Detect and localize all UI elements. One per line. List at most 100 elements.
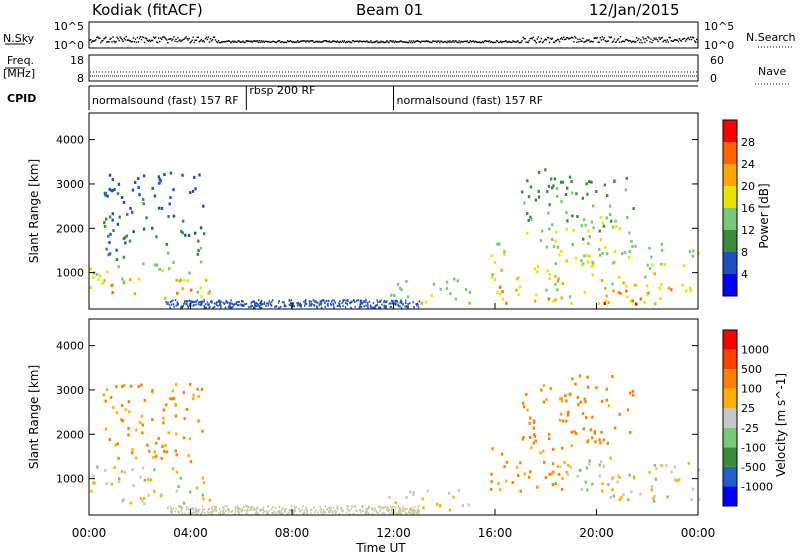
noise-point [610,36,613,38]
noise-point [677,40,680,43]
noise-point [99,37,101,40]
noise-point [506,41,508,43]
noise-point [663,39,665,42]
heat-cell [193,231,197,235]
noise-point [243,41,245,43]
noise-cell [237,509,239,512]
noise-point [141,36,144,38]
noise-cell [411,509,413,512]
noise-cell [413,306,415,309]
heat-cell [113,466,116,470]
noise-point [424,40,427,43]
heat-cell [605,194,609,198]
heat-cell [115,411,119,415]
heat-cell [603,183,607,187]
noise-cell [263,510,266,513]
heat-cell [142,174,146,178]
noise-cell [235,302,238,305]
noise-cell [212,505,214,508]
noise-point [259,41,261,44]
noise-cell [193,511,196,514]
heat-cell [131,188,135,192]
noise-point [188,37,190,40]
heat-cell [626,215,629,219]
heat-cell [628,250,631,254]
noise-point [356,40,359,42]
heat-cell [631,393,635,397]
heat-cell [435,502,439,506]
colorbar-swatch [723,120,737,142]
heat-cell [528,421,531,425]
noise-point [366,40,368,42]
noise-cell [235,301,238,304]
heat-cell [172,396,176,400]
heat-cell [529,215,532,219]
noise-point [517,40,519,42]
noise-point [554,40,557,42]
noise-point [477,41,480,44]
noise-point [520,41,522,44]
noise-point [665,41,667,43]
noise-point [629,40,632,42]
y-tick-label: 3000 [56,384,84,397]
noise-point [546,37,549,39]
heat-cell [565,419,568,423]
noise-cell [388,509,391,512]
noise-point [370,40,372,42]
noise-point [302,40,304,42]
noise-cell [412,506,414,509]
noise-cell [227,510,230,513]
heat-cell [631,299,635,303]
heat-cell [430,294,434,298]
heat-cell [529,416,532,420]
heat-cell [532,420,536,424]
noise-point [388,41,390,44]
noise-cell [352,512,355,515]
heat-cell [120,195,124,199]
noise-point [282,41,285,44]
heat-cell [591,482,594,486]
noise-cell [292,303,294,306]
heat-cell [559,180,563,184]
noise-point [92,40,94,42]
heat-cell [207,291,210,295]
noise-cell [316,305,318,308]
noise-cell [224,306,227,309]
noise-point [142,36,145,39]
noise-point [642,36,644,38]
nave-tick-top: 60 [710,54,724,67]
heat-cell [162,416,165,420]
noise-cell [254,508,256,511]
heat-cell [609,495,613,499]
noise-cell [367,507,370,510]
noise-point [371,41,373,44]
heat-cell [635,283,638,287]
heat-cell [577,403,580,407]
noise-cell [192,301,194,304]
noise-point [315,40,317,43]
noise-cell [310,509,312,512]
noise-cell [396,512,399,515]
heat-cell [106,270,109,274]
heat-cell [601,482,604,486]
heat-cell [554,282,557,286]
heat-cell [172,260,175,264]
heat-cell [604,299,608,303]
noise-cell [292,305,294,308]
noise-cell [388,302,391,305]
noise-point [304,40,306,42]
heat-cell [157,436,160,440]
heat-cell [553,177,557,181]
colorbar-swatch [723,447,737,467]
noise-point [260,40,262,42]
noise-point [221,41,224,43]
noise-point [631,41,633,44]
noise-point [472,40,475,42]
heat-cell [556,279,560,283]
noise-cell [400,299,402,302]
heat-cell [197,239,200,243]
heat-cell [138,193,141,197]
noise-cell [200,300,203,303]
heat-cell [200,387,204,391]
noise-cell [371,507,373,510]
